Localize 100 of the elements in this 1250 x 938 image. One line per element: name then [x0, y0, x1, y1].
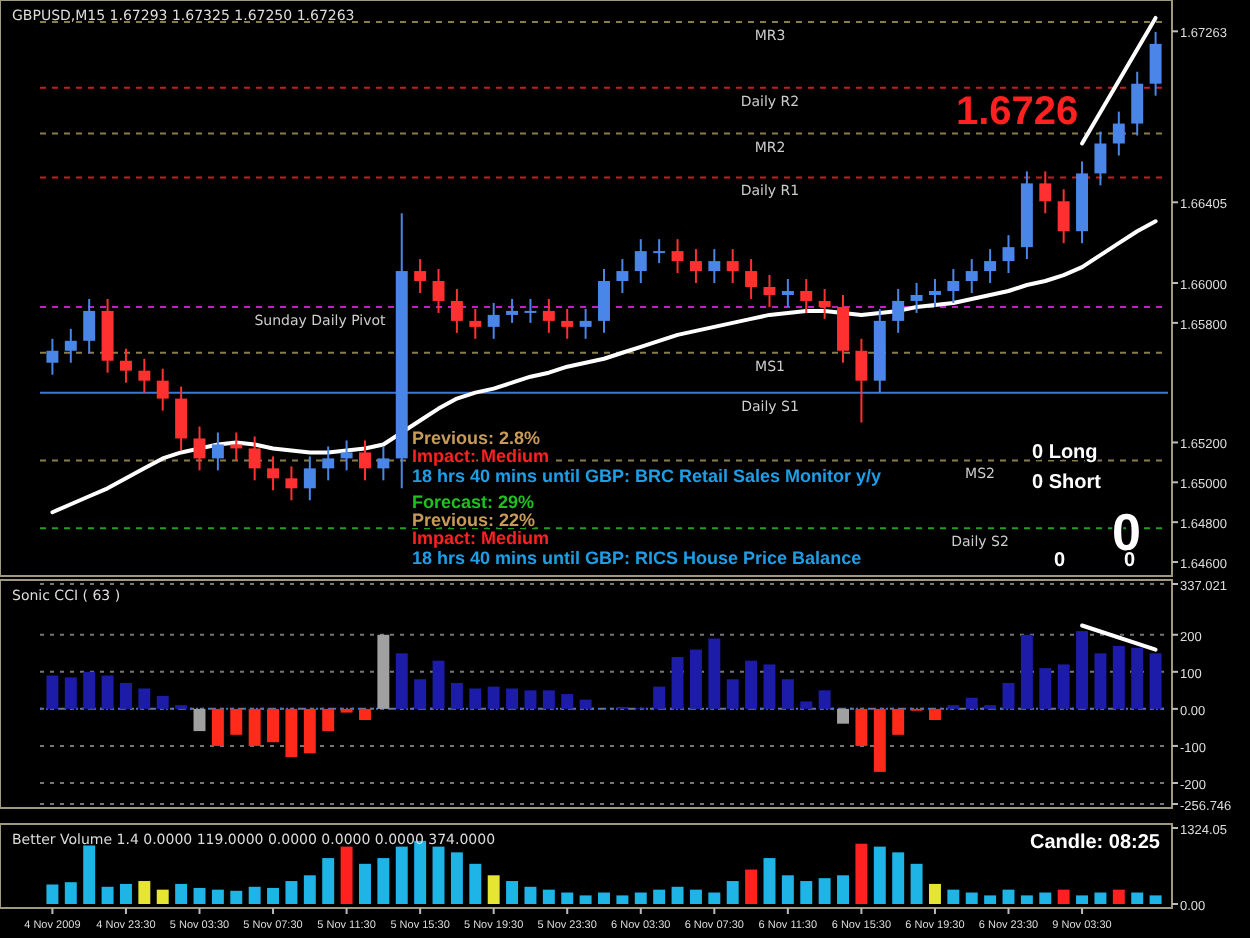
annotation: 18 hrs 40 mins until GBP: RICS House Price Balance [412, 548, 862, 568]
candlestick [561, 307, 574, 340]
candlestick [414, 258, 427, 294]
bar [101, 886, 114, 904]
bar [800, 701, 813, 709]
bar [64, 882, 77, 904]
bar [230, 708, 243, 735]
bar [1057, 889, 1070, 904]
bar [726, 679, 739, 709]
bar [818, 690, 831, 709]
candlestick [542, 297, 555, 334]
bar [763, 664, 776, 709]
candlestick [763, 274, 776, 308]
annotation: Previous: 2.8% [412, 428, 541, 448]
bar [285, 881, 298, 904]
bar [561, 892, 574, 904]
annotation: Impact: Medium [412, 446, 550, 466]
bar [1057, 664, 1070, 709]
bar [119, 682, 132, 709]
candlestick [248, 435, 261, 482]
bar [579, 895, 592, 904]
bar [928, 708, 941, 720]
candlestick [450, 288, 463, 334]
bar [506, 881, 519, 904]
candlestick [469, 307, 482, 340]
bar [928, 883, 941, 904]
annotation: 0 [1124, 550, 1136, 572]
candlestick [892, 288, 905, 334]
bar [579, 699, 592, 709]
candlestick [928, 278, 941, 308]
bar [689, 889, 702, 904]
candlestick [1112, 110, 1125, 157]
bar [377, 858, 390, 904]
candlestick [689, 248, 702, 285]
bar [359, 863, 371, 904]
bar [101, 675, 114, 709]
annotation: Previous: 22% [412, 510, 536, 530]
bar [892, 708, 905, 735]
bar [285, 708, 298, 758]
bar [800, 881, 813, 904]
bar [303, 708, 316, 754]
candlestick [837, 293, 849, 364]
annotation: 18 hrs 40 mins until GBP: BRC Retail Sales Monitor y/y [412, 466, 882, 486]
candlestick [1002, 234, 1015, 275]
bar [708, 638, 721, 709]
bar [837, 708, 849, 724]
candlestick [1039, 170, 1052, 215]
bar [561, 694, 574, 709]
bar [781, 679, 794, 709]
bar [1076, 895, 1089, 904]
candlestick [616, 258, 629, 294]
candlestick [781, 278, 794, 308]
candlestick [175, 385, 188, 452]
candlestick [267, 455, 280, 492]
candlestick [1057, 188, 1070, 245]
bar [1149, 653, 1162, 709]
bar [211, 889, 224, 904]
bar [1149, 895, 1162, 904]
candlestick [487, 301, 500, 340]
bar [634, 892, 647, 904]
candlestick [119, 347, 132, 384]
bar [1076, 631, 1089, 709]
bar [1020, 895, 1033, 904]
line-series [50, 219, 1158, 515]
bar [303, 875, 316, 904]
bar [781, 875, 794, 904]
candlestick [340, 439, 353, 472]
bar [138, 881, 151, 904]
candlestick [193, 425, 206, 472]
candlestick [359, 439, 371, 482]
bar [965, 697, 978, 709]
bar [873, 708, 886, 772]
candlestick [432, 268, 445, 314]
bar [487, 686, 500, 709]
candlestick [156, 367, 169, 412]
candlestick [818, 288, 831, 320]
candlestick [965, 258, 978, 294]
bar [119, 883, 132, 904]
bar [138, 688, 151, 709]
bar [1094, 892, 1107, 904]
bar [395, 653, 408, 709]
candlestick [211, 431, 224, 472]
bar [708, 892, 721, 904]
bar [726, 881, 739, 904]
bar [1039, 668, 1052, 709]
bar [965, 892, 978, 904]
annotation: 0 Long [1032, 442, 1098, 464]
bar [377, 634, 390, 709]
bar [542, 690, 555, 709]
candlestick [303, 455, 316, 502]
bar [524, 690, 537, 709]
candlestick [745, 258, 758, 300]
candlestick [1131, 70, 1144, 137]
bar [855, 843, 868, 904]
candlestick [64, 327, 77, 364]
bar [64, 677, 77, 709]
bar [689, 649, 702, 709]
bar [230, 890, 243, 904]
bar [506, 688, 519, 709]
candlestick [524, 297, 537, 324]
